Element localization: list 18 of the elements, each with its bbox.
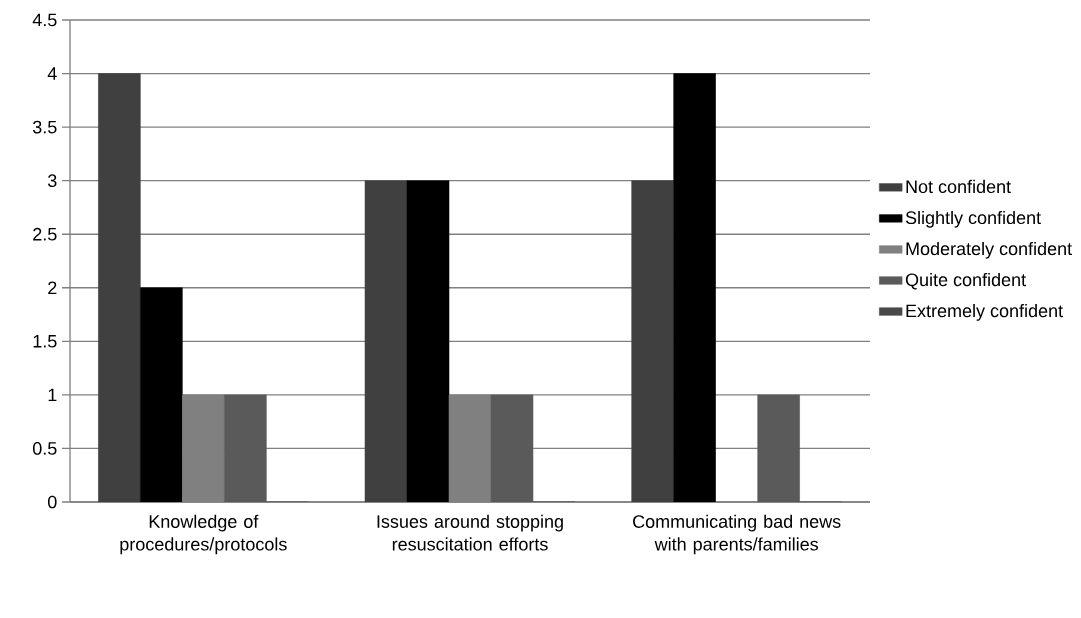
legend-label: Moderately confident <box>906 241 1072 259</box>
x-tick-label: Communicating bad news with parents/families <box>633 514 841 555</box>
y-tick-label: 3 <box>47 174 57 188</box>
y-tick-label: 0 <box>47 495 57 509</box>
y-tick-label: 2 <box>48 281 57 295</box>
legend-label: Not confident <box>906 179 1011 194</box>
y-tick-label: 2.5 <box>33 227 57 241</box>
x-tick-label: Issues around stopping resuscitation efforts <box>377 514 563 551</box>
y-tick-label: 1.5 <box>33 335 57 348</box>
x-tick-label: Knowledge of procedures/protocols <box>120 514 287 555</box>
y-tick-label: 4 <box>47 67 57 80</box>
legend-label: Extremely confident <box>906 304 1063 321</box>
y-tick-label: 1 <box>48 388 57 402</box>
legend-label: Quite confident <box>905 272 1026 290</box>
legend-label: Slightly confident <box>905 210 1041 228</box>
y-tick-label: 3.5 <box>32 120 57 134</box>
y-tick-label: 4.5 <box>32 13 57 27</box>
y-tick-label: 0.5 <box>32 442 57 455</box>
